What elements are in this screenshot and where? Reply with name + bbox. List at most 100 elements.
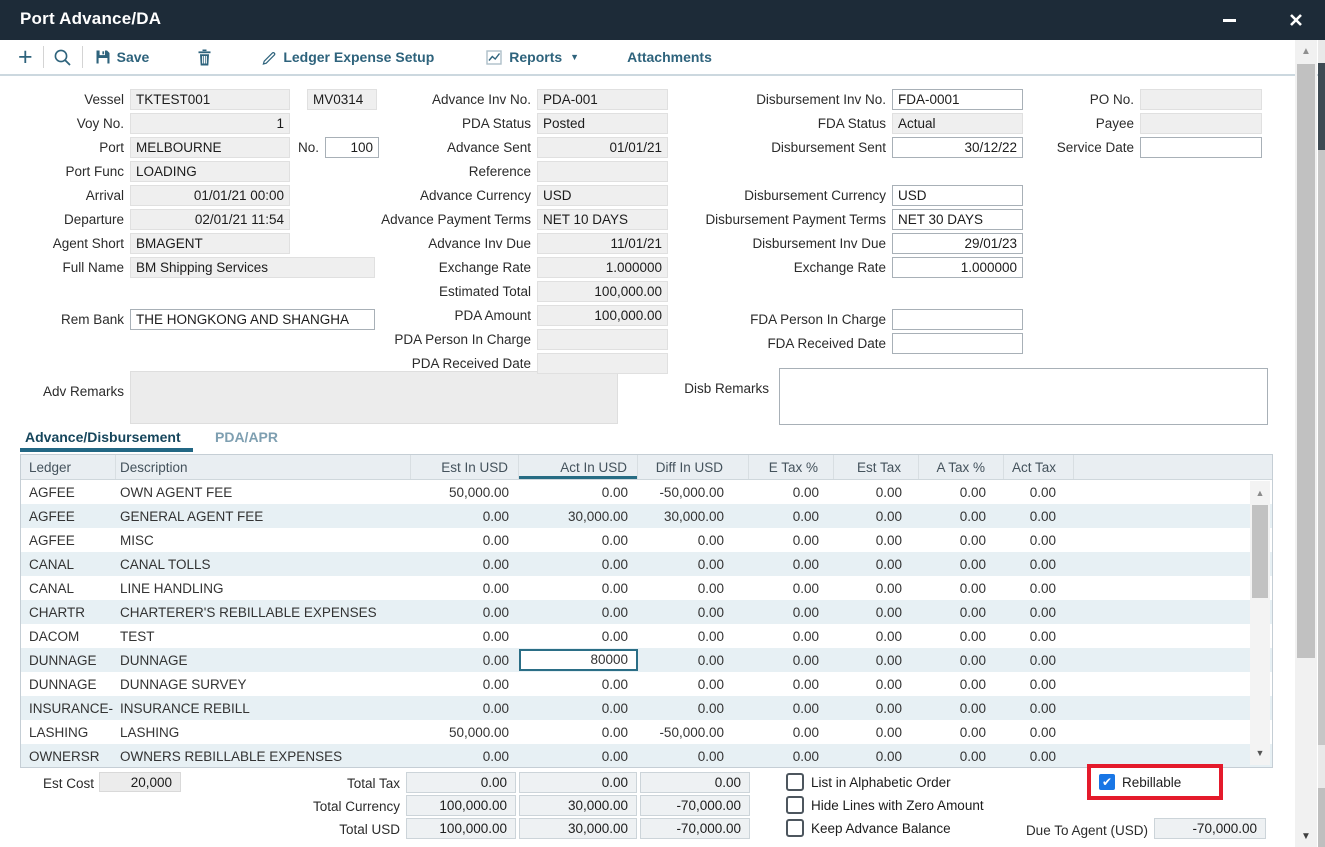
table-cell[interactable]: 0.00: [1004, 701, 1074, 716]
table-cell[interactable]: 0.00: [749, 557, 834, 572]
table-cell[interactable]: 0.00: [638, 629, 749, 644]
table-row[interactable]: DACOMTEST0.000.000.000.000.000.000.00: [21, 624, 1272, 648]
scroll-down-icon[interactable]: ▼: [1250, 748, 1270, 758]
column-header-a-tax-pct[interactable]: A Tax %: [919, 455, 1004, 479]
table-cell[interactable]: INSURANCE REBILL: [116, 701, 411, 716]
table-cell[interactable]: 0.00: [638, 581, 749, 596]
table-cell[interactable]: OWN AGENT FEE: [116, 485, 411, 500]
table-cell[interactable]: 0.00: [638, 749, 749, 764]
table-cell[interactable]: 0.00: [919, 533, 1004, 548]
table-cell[interactable]: 0.00: [638, 701, 749, 716]
table-cell[interactable]: 0.00: [519, 701, 638, 716]
table-cell[interactable]: 0.00: [919, 677, 1004, 692]
save-button[interactable]: Save: [95, 49, 150, 65]
table-row[interactable]: CHARTRCHARTERER'S REBILLABLE EXPENSES 0.0…: [21, 600, 1272, 624]
table-cell[interactable]: OWNERSR: [21, 749, 116, 764]
table-cell[interactable]: 0.00: [638, 557, 749, 572]
table-cell[interactable]: 30,000.00: [638, 509, 749, 524]
ledger-expense-setup-button[interactable]: Ledger Expense Setup: [260, 49, 434, 66]
table-cell[interactable]: 0.00: [1004, 629, 1074, 644]
table-cell[interactable]: 0.00: [919, 605, 1004, 620]
table-cell[interactable]: AGFEE: [21, 485, 116, 500]
checkbox-rebillable[interactable]: ✔: [1099, 774, 1115, 790]
table-cell[interactable]: 0.00: [919, 653, 1004, 668]
table-cell[interactable]: CHARTR: [21, 605, 116, 620]
table-cell[interactable]: 0.00: [1004, 509, 1074, 524]
table-cell[interactable]: 0.00: [749, 677, 834, 692]
scroll-up-icon[interactable]: ▲: [1295, 46, 1317, 57]
table-cell[interactable]: 0.00: [919, 485, 1004, 500]
table-cell[interactable]: 0.00: [519, 677, 638, 692]
table-cell[interactable]: 0.00: [1004, 581, 1074, 596]
table-cell[interactable]: 0.00: [749, 605, 834, 620]
table-cell[interactable]: LASHING: [21, 725, 116, 740]
table-cell[interactable]: INSURANCE-: [21, 701, 116, 716]
table-cell[interactable]: 0.00: [834, 581, 919, 596]
table-row[interactable]: LASHINGLASHING50,000.000.00-50,000.000.0…: [21, 720, 1272, 744]
checkbox-icon[interactable]: [786, 819, 804, 837]
table-row[interactable]: AGFEEGENERAL AGENT FEE0.0030,000.0030,00…: [21, 504, 1272, 528]
tab-pda-apr[interactable]: PDA/APR: [215, 429, 278, 445]
fda-person-in-charge-field[interactable]: [892, 309, 1023, 330]
table-cell[interactable]: 0.00: [919, 509, 1004, 524]
table-cell[interactable]: 0.00: [411, 509, 519, 524]
disbursement-payment-terms-field[interactable]: NET 30 DAYS: [892, 209, 1023, 230]
page-scrollbar-thumb[interactable]: [1297, 64, 1315, 658]
table-cell[interactable]: AGFEE: [21, 509, 116, 524]
table-cell[interactable]: 0.00: [919, 557, 1004, 572]
table-cell[interactable]: 50,000.00: [411, 725, 519, 740]
edited-cell[interactable]: 80000: [519, 649, 638, 671]
table-row[interactable]: DUNNAGEDUNNAGE0.00800000.000.000.000.000…: [21, 648, 1272, 672]
search-button[interactable]: [53, 48, 72, 67]
column-header-ledger[interactable]: Ledger: [21, 455, 116, 479]
table-cell[interactable]: 0.00: [519, 725, 638, 740]
table-cell[interactable]: 0.00: [411, 581, 519, 596]
table-cell[interactable]: MISC: [116, 533, 411, 548]
table-scrollbar[interactable]: ▲ ▼: [1250, 481, 1270, 765]
disbursement-inv-due-field[interactable]: 29/01/23: [892, 233, 1023, 254]
column-header-e-tax-pct[interactable]: E Tax %: [749, 455, 834, 479]
table-row[interactable]: DUNNAGEDUNNAGE SURVEY0.000.000.000.000.0…: [21, 672, 1272, 696]
table-cell[interactable]: 0.00: [834, 629, 919, 644]
reports-button[interactable]: Reports ▼: [486, 49, 579, 65]
table-cell[interactable]: 0.00: [834, 605, 919, 620]
table-cell[interactable]: LINE HANDLING: [116, 581, 411, 596]
table-cell[interactable]: 0.00: [749, 701, 834, 716]
delete-button[interactable]: [197, 49, 212, 66]
table-cell[interactable]: 0.00: [1004, 533, 1074, 548]
table-cell[interactable]: 0.00: [519, 533, 638, 548]
tab-advance-disbursement[interactable]: Advance/Disbursement: [25, 429, 181, 445]
column-header-act-in-usd[interactable]: Act In USD: [519, 455, 638, 479]
table-cell[interactable]: 0.00: [411, 701, 519, 716]
table-cell[interactable]: DUNNAGE: [21, 677, 116, 692]
disbursement-inv-no-field[interactable]: FDA-0001: [892, 89, 1023, 110]
table-cell[interactable]: 0.00: [749, 485, 834, 500]
table-cell[interactable]: 0.00: [1004, 725, 1074, 740]
disbursement-currency-field[interactable]: USD: [892, 185, 1023, 206]
table-cell[interactable]: 0.00: [834, 533, 919, 548]
table-cell[interactable]: 0.00: [1004, 557, 1074, 572]
table-cell[interactable]: DACOM: [21, 629, 116, 644]
table-cell[interactable]: 0.00: [834, 557, 919, 572]
table-cell[interactable]: -50,000.00: [638, 725, 749, 740]
table-cell[interactable]: 0.00: [1004, 605, 1074, 620]
table-cell[interactable]: 0.00: [519, 581, 638, 596]
add-button[interactable]: +: [18, 47, 33, 67]
table-cell[interactable]: 0.00: [1004, 677, 1074, 692]
table-cell[interactable]: CHARTERER'S REBILLABLE EXPENSES: [116, 605, 411, 620]
table-cell[interactable]: 0.00: [1004, 749, 1074, 764]
table-cell[interactable]: LASHING: [116, 725, 411, 740]
disbursement-exchange-rate-field[interactable]: 1.000000: [892, 257, 1023, 278]
scroll-up-icon[interactable]: ▲: [1250, 488, 1270, 498]
disbursement-sent-field[interactable]: 30/12/22: [892, 137, 1023, 158]
table-cell[interactable]: 0.00: [749, 725, 834, 740]
table-cell[interactable]: CANAL TOLLS: [116, 557, 411, 572]
table-row[interactable]: INSURANCE-INSURANCE REBILL0.000.000.000.…: [21, 696, 1272, 720]
scroll-down-icon[interactable]: ▼: [1295, 831, 1317, 842]
table-cell[interactable]: 0.00: [749, 629, 834, 644]
column-header-est-tax[interactable]: Est Tax: [834, 455, 919, 479]
table-cell[interactable]: 0.00: [411, 629, 519, 644]
fda-received-date-field[interactable]: [892, 333, 1023, 354]
minimize-button[interactable]: [1214, 0, 1244, 40]
disb-remarks-field[interactable]: [779, 368, 1268, 425]
